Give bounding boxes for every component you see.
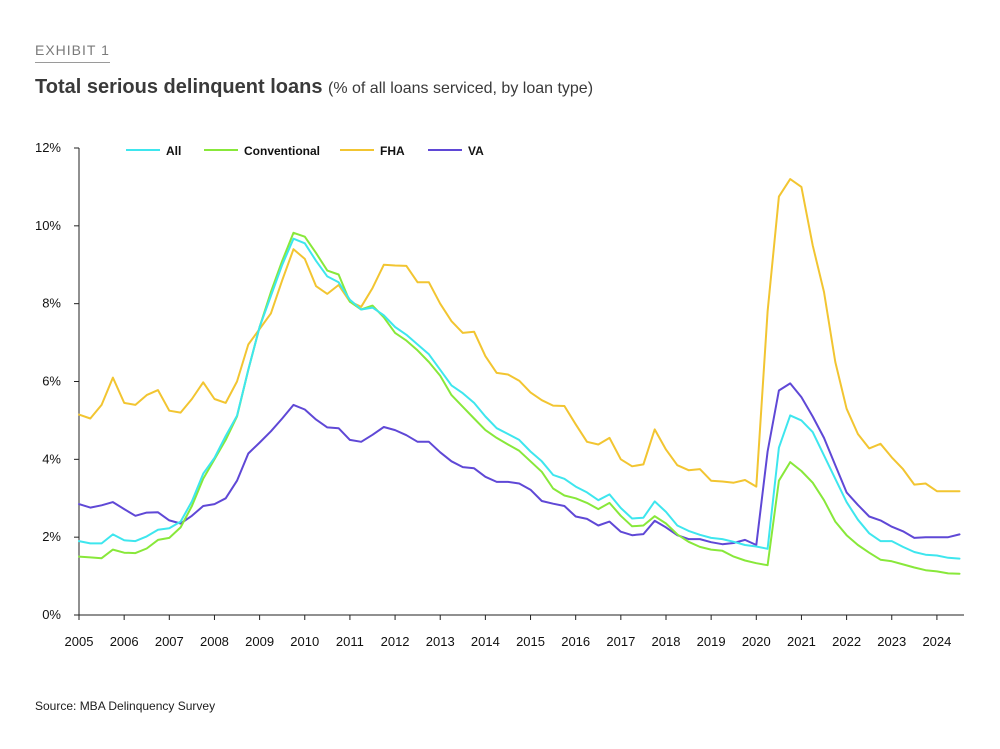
x-tick-label: 2024 (922, 634, 951, 649)
x-tick-label: 2017 (606, 634, 635, 649)
series-lines (78, 178, 961, 575)
y-tick-label: 10% (35, 218, 61, 233)
legend-item-all: All (126, 144, 181, 158)
x-tick-label: 2023 (877, 634, 906, 649)
x-tick-label: 2011 (336, 634, 364, 649)
y-tick-label: 0% (42, 607, 61, 622)
axes: 0% 2% 4% 6% 8% 10% 12% 2005 2006 2007 2008 2009 2010… (35, 140, 964, 649)
legend-item-fha: FHA (340, 144, 405, 158)
x-tick-label: 2021 (787, 634, 816, 649)
legend-label: FHA (380, 144, 405, 158)
x-tick-label: 2019 (697, 634, 726, 649)
series-line-fha (78, 178, 961, 493)
x-tick-label: 2013 (426, 634, 455, 649)
series-line-va (78, 382, 961, 546)
series-line-all (78, 237, 961, 560)
x-tick-label: 2014 (471, 634, 500, 649)
exhibit-label: EXHIBIT 1 (35, 42, 110, 63)
y-tick-label: 2% (42, 529, 61, 544)
legend-label: VA (468, 144, 484, 158)
chart-title-main: Total serious delinquent loans (35, 76, 323, 98)
x-tick-label: 2008 (200, 634, 229, 649)
source-note: Source: MBA Delinquency Survey (35, 699, 216, 713)
y-tick-label: 6% (42, 374, 61, 389)
x-tick-label: 2009 (245, 634, 274, 649)
series-line-conventional (78, 231, 961, 575)
chart-title: Total serious delinquent loans (% of all… (35, 76, 593, 99)
x-tick-label: 2006 (110, 634, 139, 649)
legend-label: All (166, 144, 181, 158)
legend-item-va: VA (428, 144, 484, 158)
y-tick-label: 4% (42, 451, 61, 466)
x-tick-label: 2015 (516, 634, 545, 649)
x-tick-label: 2010 (290, 634, 319, 649)
x-tick-label: 2018 (652, 634, 681, 649)
chart-subtitle: (% of all loans serviced, by loan type) (328, 80, 594, 97)
legend-item-conventional: Conventional (204, 144, 320, 158)
x-tick-label: 2020 (742, 634, 771, 649)
x-tick-label: 2012 (381, 634, 410, 649)
y-tick-label: 8% (42, 296, 61, 311)
x-tick-label: 2007 (155, 634, 184, 649)
legend: All Conventional FHA VA (126, 144, 484, 158)
x-tick-label: 2016 (561, 634, 590, 649)
x-tick-label: 2022 (832, 634, 861, 649)
y-tick-label: 12% (35, 140, 61, 155)
legend-label: Conventional (244, 144, 320, 158)
x-tick-label: 2005 (65, 634, 94, 649)
